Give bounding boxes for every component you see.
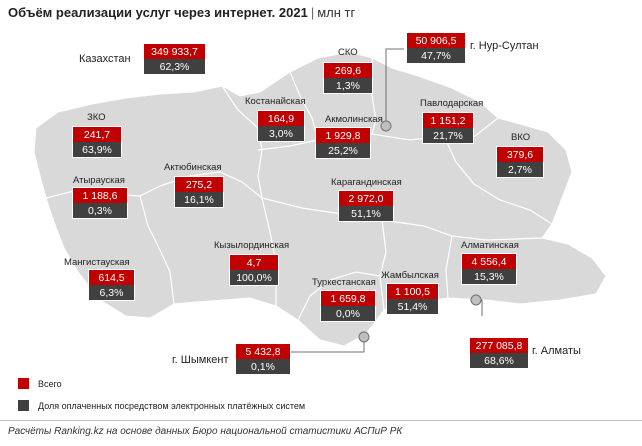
total-mangystau: 614,5 [88, 269, 135, 285]
total-atyrau: 1 188,6 [72, 187, 128, 203]
region-label-akmola: Акмолинская [325, 114, 383, 125]
share-akmola: 25,2% [315, 143, 371, 159]
share-karaganda: 51,1% [338, 206, 394, 222]
share-shymkent: 0,1% [235, 359, 291, 375]
footer-divider [0, 420, 642, 421]
legend-share: Доля оплаченных посредством электронных … [18, 400, 305, 411]
region-label-kyzylorda: Кызылординская [214, 240, 290, 251]
badge-aktobe: 275,2 16,1% [174, 176, 224, 208]
badge-atyrau: 1 188,6 0,3% [72, 187, 128, 219]
share-almaty-city: 68,6% [469, 353, 529, 369]
total-karaganda: 2 972,0 [338, 190, 394, 206]
total-nur-sultan: 50 906,5 [406, 32, 466, 48]
nur-sultan-marker [380, 120, 392, 132]
total-shymkent: 5 432,8 [235, 343, 291, 359]
share-kazakhstan: 62,3% [143, 59, 206, 75]
title-unit: млн тг [317, 5, 356, 20]
badge-kazakhstan: 349 933,7 62,3% [143, 43, 206, 75]
badge-karaganda: 2 972,0 51,1% [338, 190, 394, 222]
total-turkestan: 1 659,8 [320, 290, 376, 306]
total-vko: 379,6 [496, 146, 544, 162]
badge-zhambyl: 1 100,5 51,4% [386, 283, 439, 315]
total-kyzylorda: 4,7 [229, 254, 279, 270]
share-atyrau: 0,3% [72, 203, 128, 219]
region-label-sko: СКО [338, 47, 358, 58]
badge-kostanay: 164,9 3,0% [257, 110, 305, 142]
region-label-zhambyl: Жамбылская [381, 270, 439, 281]
share-mangystau: 6,3% [88, 285, 135, 301]
badge-almaty-region: 4 556,4 15,3% [461, 253, 517, 285]
total-aktobe: 275,2 [174, 176, 224, 192]
region-label-atyrau: Атырауская [73, 175, 125, 186]
region-label-karaganda: Карагандинская [331, 177, 402, 188]
share-kyzylorda: 100,0% [229, 270, 279, 286]
badge-turkestan: 1 659,8 0,0% [320, 290, 376, 322]
badge-pavlodar: 1 151,2 21,7% [422, 112, 474, 144]
share-almaty-region: 15,3% [461, 269, 517, 285]
badge-mangystau: 614,5 6,3% [88, 269, 135, 301]
source-note: Расчёты Ranking.kz на основе данных Бюро… [8, 426, 403, 437]
region-label-mangystau: Мангистауская [64, 257, 130, 268]
share-zko: 63,9% [72, 142, 122, 158]
total-sko: 269,6 [323, 62, 373, 78]
region-label-kazakhstan: Казахстан [79, 53, 131, 65]
region-label-almaty-region: Алматинская [461, 240, 519, 251]
chart-title: Объём реализации услуг через интернет. 2… [8, 5, 355, 20]
share-kostanay: 3,0% [257, 126, 305, 142]
total-kazakhstan: 349 933,7 [143, 43, 206, 59]
title-separator: | [310, 5, 315, 20]
title-main: Объём реализации услуг через интернет. 2… [8, 5, 308, 20]
badge-zko: 241,7 63,9% [72, 126, 122, 158]
share-zhambyl: 51,4% [386, 299, 439, 315]
legend-label-share: Доля оплаченных посредством электронных … [38, 400, 306, 411]
badge-shymkent: 5 432,8 0,1% [235, 343, 291, 375]
badge-nur-sultan: 50 906,5 47,7% [406, 32, 466, 64]
share-sko: 1,3% [323, 78, 373, 94]
region-label-pavlodar: Павлодарская [420, 98, 484, 109]
region-label-aktobe: Актюбинская [164, 162, 222, 173]
region-label-nur-sultan: г. Нур-Султан [470, 40, 539, 52]
total-zko: 241,7 [72, 126, 122, 142]
legend-swatch-share [18, 400, 29, 411]
total-kostanay: 164,9 [257, 110, 305, 126]
share-nur-sultan: 47,7% [406, 48, 466, 64]
region-label-kostanay: Костанайская [245, 96, 306, 107]
region-label-vko: ВКО [511, 132, 531, 143]
badge-almaty-city: 277 085,8 68,6% [469, 337, 529, 369]
share-pavlodar: 21,7% [422, 128, 474, 144]
shymkent-marker [358, 331, 370, 343]
almaty-city-marker [470, 294, 482, 306]
legend-label-total: Всего [38, 378, 62, 389]
total-almaty-region: 4 556,4 [461, 253, 517, 269]
legend-total: Всего [18, 378, 62, 389]
legend-swatch-total [18, 378, 29, 389]
total-pavlodar: 1 151,2 [422, 112, 474, 128]
badge-sko: 269,6 1,3% [323, 62, 373, 94]
region-label-shymkent: г. Шымкент [172, 354, 229, 366]
total-zhambyl: 1 100,5 [386, 283, 439, 299]
region-label-turkestan: Туркестанская [312, 277, 376, 288]
badge-kyzylorda: 4,7 100,0% [229, 254, 279, 286]
region-label-zko: ЗКО [87, 112, 106, 123]
badge-vko: 379,6 2,7% [496, 146, 544, 178]
badge-akmola: 1 929,8 25,2% [315, 127, 371, 159]
total-akmola: 1 929,8 [315, 127, 371, 143]
total-almaty-city: 277 085,8 [469, 337, 529, 353]
share-vko: 2,7% [496, 162, 544, 178]
share-turkestan: 0,0% [320, 306, 376, 322]
share-aktobe: 16,1% [174, 192, 224, 208]
region-label-almaty-city: г. Алматы [532, 345, 581, 357]
